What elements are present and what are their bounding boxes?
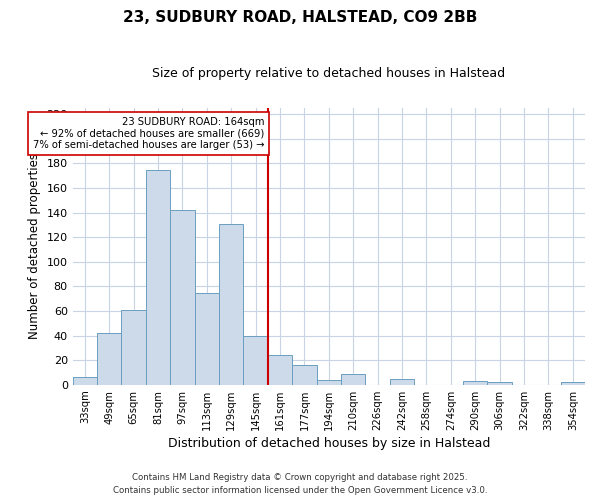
Bar	[194, 292, 219, 385]
Bar	[341, 374, 365, 385]
Text: 23 SUDBURY ROAD: 164sqm
← 92% of detached houses are smaller (669)
7% of semi-de: 23 SUDBURY ROAD: 164sqm ← 92% of detache…	[32, 116, 264, 150]
Bar	[146, 170, 170, 385]
Bar	[292, 365, 317, 385]
Bar	[97, 333, 121, 385]
Bar	[219, 224, 244, 385]
Bar	[390, 378, 414, 385]
X-axis label: Distribution of detached houses by size in Halstead: Distribution of detached houses by size …	[167, 437, 490, 450]
Title: Size of property relative to detached houses in Halstead: Size of property relative to detached ho…	[152, 68, 505, 80]
Bar	[487, 382, 512, 385]
Text: 23, SUDBURY ROAD, HALSTEAD, CO9 2BB: 23, SUDBURY ROAD, HALSTEAD, CO9 2BB	[123, 10, 477, 25]
Bar	[268, 356, 292, 385]
Text: Contains HM Land Registry data © Crown copyright and database right 2025.
Contai: Contains HM Land Registry data © Crown c…	[113, 474, 487, 495]
Bar	[463, 381, 487, 385]
Bar	[73, 378, 97, 385]
Y-axis label: Number of detached properties: Number of detached properties	[28, 154, 41, 340]
Bar	[121, 310, 146, 385]
Bar	[170, 210, 194, 385]
Bar	[244, 336, 268, 385]
Bar	[560, 382, 585, 385]
Bar	[317, 380, 341, 385]
